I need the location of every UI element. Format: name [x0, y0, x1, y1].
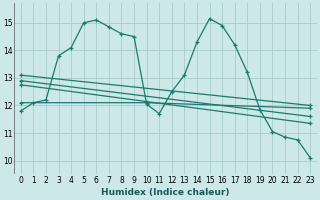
X-axis label: Humidex (Indice chaleur): Humidex (Indice chaleur) — [101, 188, 230, 197]
